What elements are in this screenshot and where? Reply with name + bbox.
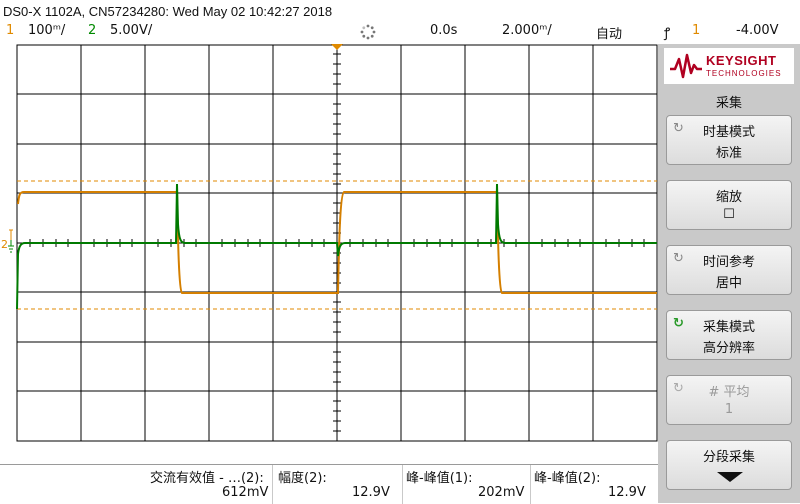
softkey-time-reference[interactable]: ↻ 时间参考 居中: [666, 245, 792, 295]
ch2-waveform: [16, 183, 657, 310]
trigger-mode[interactable]: 自动: [596, 27, 623, 42]
entry-knob-active-icon: ↻: [673, 316, 684, 331]
cursor-lines: [17, 180, 657, 310]
entry-knob-icon: ↻: [673, 251, 684, 266]
waveform-display[interactable]: 2: [0, 44, 658, 464]
trigger-channel[interactable]: 1: [692, 23, 701, 38]
graticule: 2: [1, 44, 658, 442]
meas-value-amplitude: 12.9V: [352, 485, 390, 500]
softkey-value: 1: [724, 402, 734, 417]
trigger-edge-icon: ꝭ: [664, 26, 671, 41]
trigger-level[interactable]: -4.00V: [736, 23, 779, 38]
time-scale[interactable]: 2.000ᵐ/: [502, 23, 552, 38]
meas-label-amplitude: 幅度(2):: [278, 471, 327, 486]
softkey-label: # 平均: [708, 385, 750, 400]
softkey-value: 居中: [715, 276, 742, 291]
meas-label-ac-rms: 交流有效值 - …(2):: [150, 471, 264, 486]
logo-sub-text: TECHNOLOGIES: [706, 69, 782, 78]
softkey-zoom[interactable]: 缩放 ☐: [666, 180, 792, 230]
meas-label-pk-pk-2: 峰-峰值(2):: [534, 471, 601, 486]
keysight-wave-icon: [670, 53, 702, 79]
logo-main-text: KEYSIGHT: [706, 53, 777, 68]
softkey-label: 分段采集: [702, 450, 755, 465]
ch2-number[interactable]: 2: [88, 23, 97, 38]
meas-value-pk-pk-2: 12.9V: [608, 485, 646, 500]
softkey-panel: KEYSIGHT TECHNOLOGIES 采集 ↻ 时基模式 标准 缩放 ☐ …: [658, 44, 800, 503]
zoom-checkbox[interactable]: ☐: [723, 207, 735, 222]
softkey-label: 缩放: [715, 190, 742, 205]
softkey-value: 标准: [715, 146, 742, 161]
softkey-value: 高分辨率: [702, 341, 755, 356]
softkey-label: 采集模式: [702, 320, 755, 335]
softkey-acquire-mode[interactable]: ↻ 采集模式 高分辨率: [666, 310, 792, 360]
meas-divider: [530, 465, 531, 504]
ch1-waveform: [17, 191, 657, 294]
softkey-averages: ↻ # 平均 1: [666, 375, 792, 425]
entry-knob-icon: ↻: [673, 121, 684, 136]
brand-logo: KEYSIGHT TECHNOLOGIES: [664, 48, 794, 84]
meas-value-ac-rms: 612mV: [222, 485, 269, 500]
meas-divider: [272, 465, 273, 504]
softkey-label: 时基模式: [702, 125, 755, 140]
center-ticks: [29, 53, 645, 432]
instrument-title: DS0-X 1102A, CN57234280: Wed May 02 10:4…: [3, 4, 333, 19]
measurement-bar: 交流有效值 - …(2): 612mV 幅度(2): 12.9V 峰-峰值(1)…: [0, 464, 658, 504]
time-delay[interactable]: 0.0s: [430, 23, 458, 38]
svg-text:2: 2: [1, 238, 8, 251]
channel-ground-markers: 2: [1, 229, 14, 253]
submenu-arrow-icon: [717, 472, 743, 482]
ch1-scale[interactable]: 100ᵐ/: [28, 23, 66, 38]
entry-knob-icon: ↻: [673, 381, 684, 396]
ch1-number[interactable]: 1: [6, 23, 15, 38]
ch2-scale[interactable]: 5.00V/: [110, 23, 153, 38]
meas-divider: [402, 465, 403, 504]
softkey-label: 时间参考: [702, 255, 755, 270]
meas-value-pk-pk-1: 202mV: [478, 485, 525, 500]
softkey-timebase-mode[interactable]: ↻ 时基模式 标准: [666, 115, 792, 165]
softkey-segmented[interactable]: 分段采集: [666, 440, 792, 490]
menu-title: 采集: [715, 96, 742, 111]
status-bar: DS0-X 1102A, CN57234280: Wed May 02 10:4…: [0, 0, 800, 44]
meas-label-pk-pk-1: 峰-峰值(1):: [406, 471, 473, 486]
run-status-icon: [360, 24, 376, 44]
trigger-position-marker: [331, 44, 343, 50]
